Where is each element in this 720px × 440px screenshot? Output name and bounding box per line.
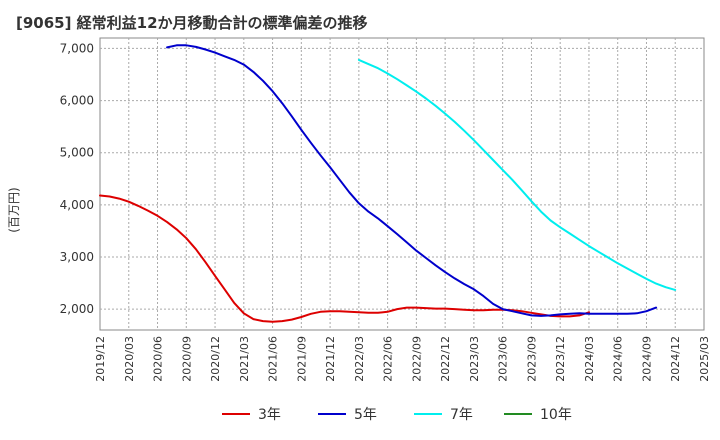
x-tick-label: 2023/09: [525, 336, 538, 382]
y-axis-label: (百万円): [7, 187, 21, 232]
x-tick-label: 2024/03: [583, 336, 596, 382]
x-tick-label: 2021/03: [238, 336, 251, 382]
x-tick-label: 2020/09: [180, 336, 193, 382]
x-tick-label: 2024/12: [669, 336, 682, 382]
chart-title: [9065] 経常利益12か月移動合計の標準偏差の推移: [16, 14, 368, 32]
x-tick-label: 2020/03: [123, 336, 136, 382]
series-line-2: [357, 58, 677, 291]
grid-layer: [99, 37, 705, 331]
y-tick-label: 6,000: [60, 94, 94, 108]
x-tick-label: 2023/03: [468, 336, 481, 382]
x-tick-label: 2020/06: [152, 336, 165, 382]
legend-label-1: 5年: [354, 407, 377, 423]
x-tick-label: 2022/06: [382, 336, 395, 382]
y-tick-label: 4,000: [60, 198, 94, 212]
series-layer: [99, 44, 677, 323]
plot-frame: [99, 37, 705, 331]
axis-layer: 2,000 3,000 4,000 5,000 6,000 7,000 2019/12 202…: [7, 41, 711, 381]
series-line-1: [166, 44, 658, 317]
x-tick-label: 2025/03: [698, 336, 711, 382]
y-tick-label: 3,000: [60, 250, 94, 264]
y-tick-label: 2,000: [60, 302, 94, 316]
legend-label-0: 3年: [258, 407, 281, 423]
x-tick-label: 2022/09: [410, 336, 423, 382]
legend-layer: 3年 5年 7年 10年: [222, 407, 572, 423]
x-tick-label: 2022/12: [439, 336, 452, 382]
x-tick-label: 2021/06: [267, 336, 280, 382]
x-tick-label: 2019/12: [94, 336, 107, 382]
x-tick-label: 2024/06: [612, 336, 625, 382]
x-tick-label: 2020/12: [209, 336, 222, 382]
series-line-0: [99, 194, 590, 323]
y-tick-label: 5,000: [60, 146, 94, 160]
y-tick-label: 7,000: [60, 41, 94, 55]
x-tick-label: 2022/03: [353, 336, 366, 382]
x-tick-label: 2021/09: [295, 336, 308, 382]
x-tick-label: 2023/06: [497, 336, 510, 382]
x-tick-label: 2024/09: [640, 336, 653, 382]
legend-label-2: 7年: [450, 407, 473, 423]
x-tick-label: 2023/12: [554, 336, 567, 382]
legend-label-3: 10年: [540, 407, 572, 423]
x-tick-label: 2021/12: [324, 336, 337, 382]
